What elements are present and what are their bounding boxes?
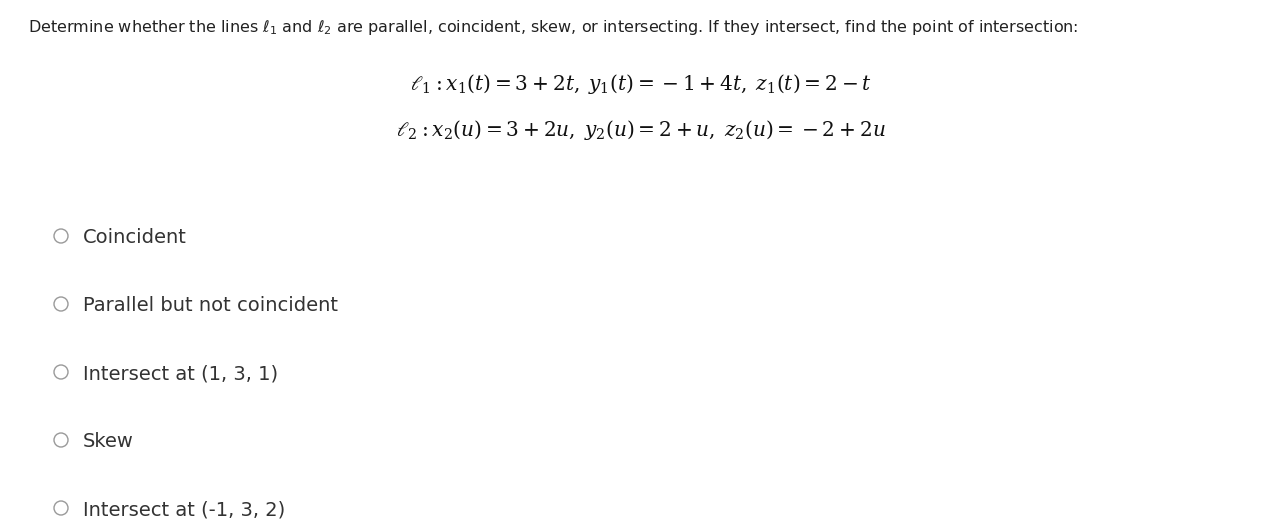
Text: Intersect at (1, 3, 1): Intersect at (1, 3, 1) bbox=[83, 364, 278, 383]
Text: Coincident: Coincident bbox=[83, 228, 187, 247]
Text: Parallel but not coincident: Parallel but not coincident bbox=[83, 296, 337, 315]
Text: $\ell_2 : x_2(u) = 3 + 2u,\; y_2(u) = 2 + u,\; z_2(u) = -2 + 2u$: $\ell_2 : x_2(u) = 3 + 2u,\; y_2(u) = 2 … bbox=[396, 118, 885, 142]
Text: $\ell_1 : x_1(t) = 3 + 2t,\; y_1(t) = -1 + 4t,\; z_1(t) = 2 - t$: $\ell_1 : x_1(t) = 3 + 2t,\; y_1(t) = -1… bbox=[411, 72, 872, 96]
Text: Intersect at (-1, 3, 2): Intersect at (-1, 3, 2) bbox=[83, 500, 285, 519]
Text: Skew: Skew bbox=[83, 432, 133, 451]
Text: Determine whether the lines $\ell_1$ and $\ell_2$ are parallel, coincident, skew: Determine whether the lines $\ell_1$ and… bbox=[28, 18, 1079, 37]
